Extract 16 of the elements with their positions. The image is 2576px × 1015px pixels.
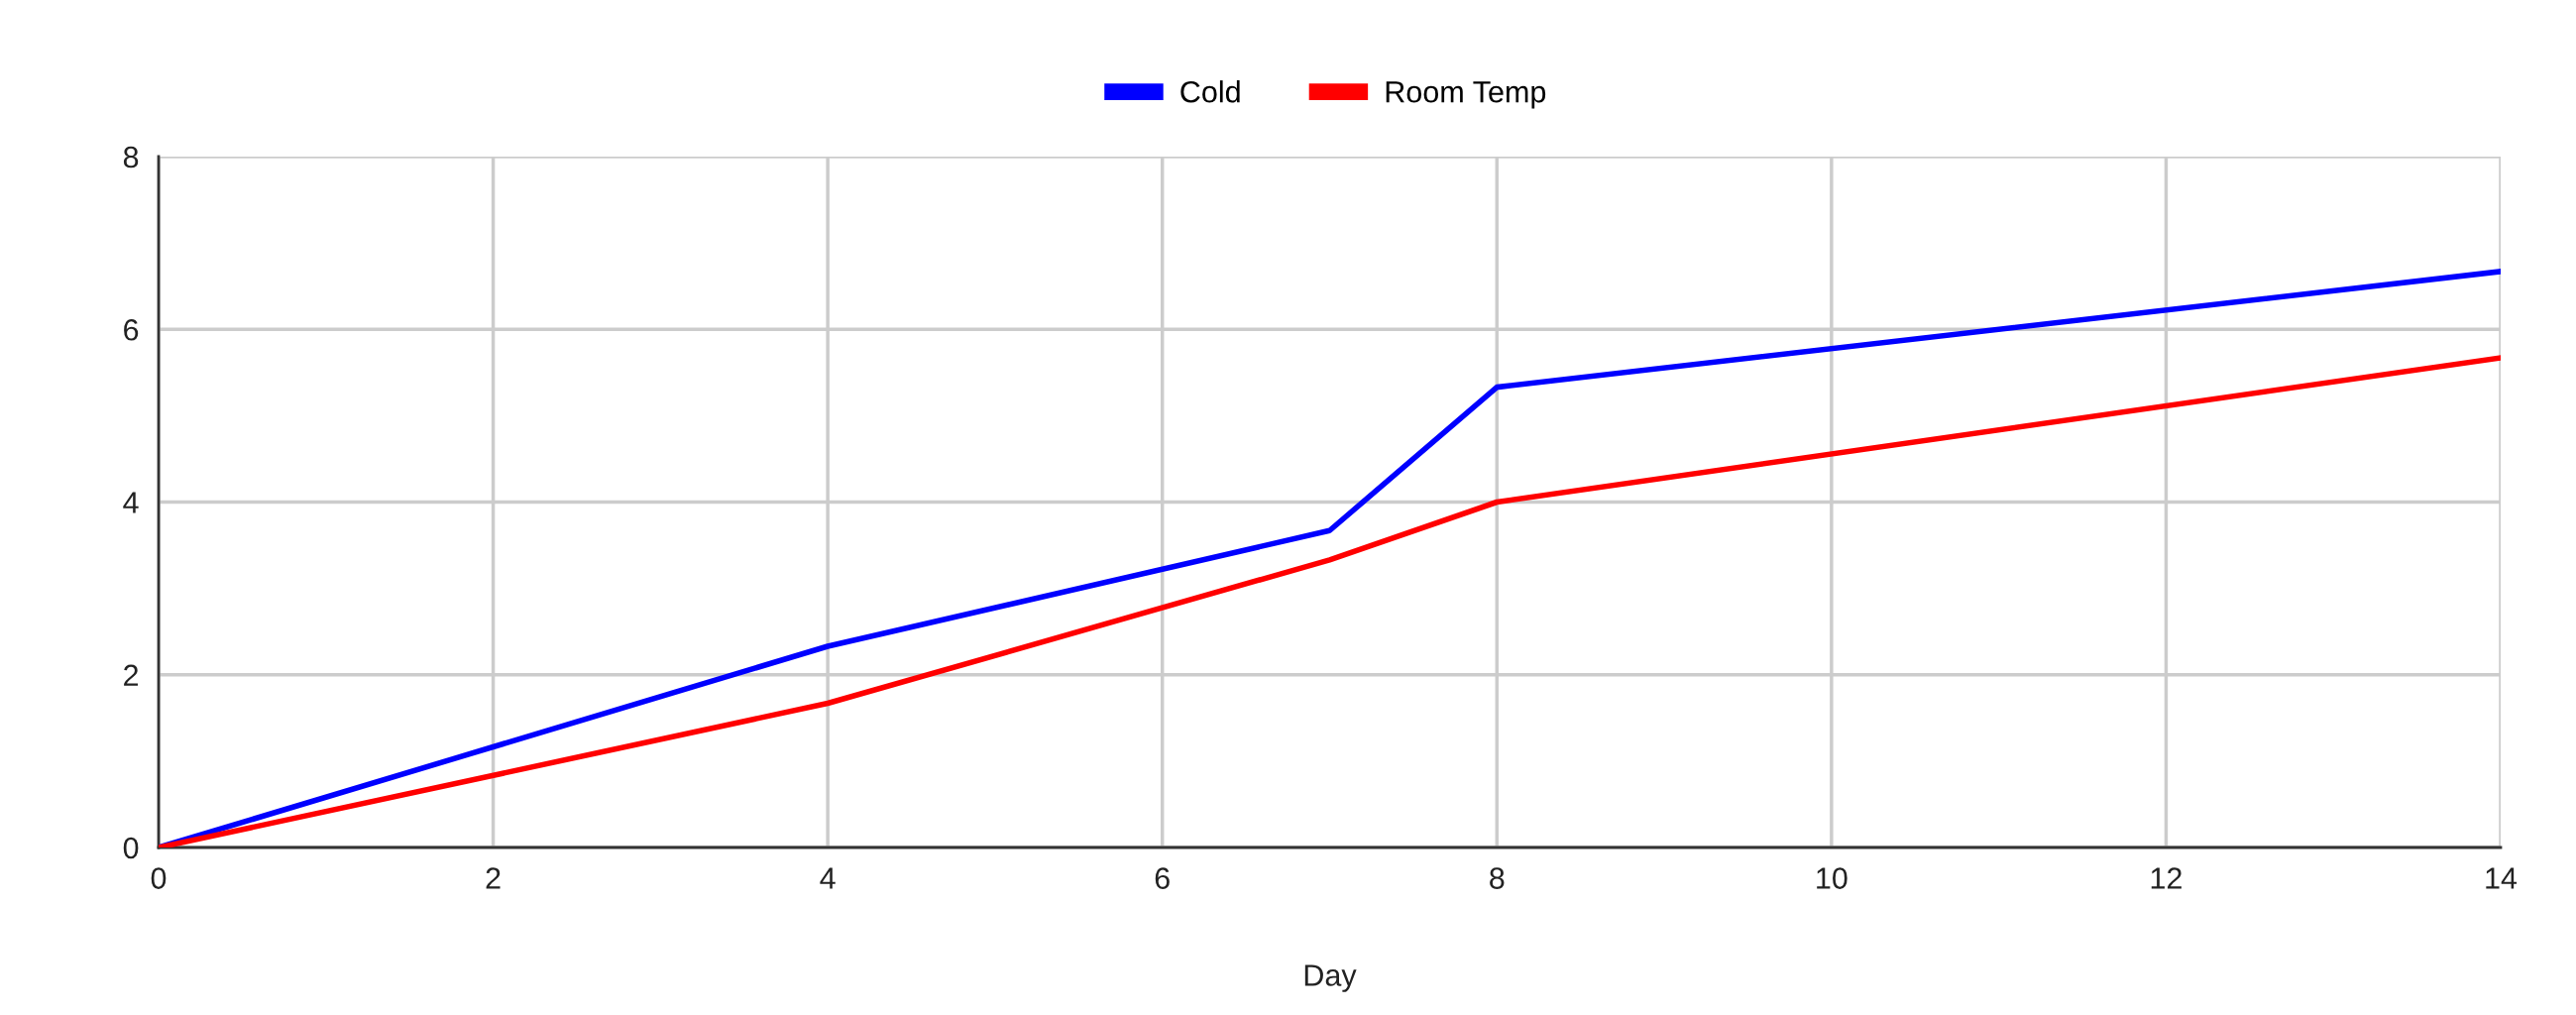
legend-label: Room Temp bbox=[1386, 81, 1546, 109]
y-tick-label: 6 bbox=[124, 318, 139, 341]
x-tick-label: 10 bbox=[1817, 867, 1848, 889]
y-tick-label: 8 bbox=[123, 146, 139, 169]
x-tick-label: 6 bbox=[1155, 867, 1170, 889]
y-tick-label: 4 bbox=[123, 492, 139, 513]
legend-label: Cold bbox=[1180, 80, 1240, 103]
x-axis-title: Day bbox=[1304, 964, 1357, 992]
x-tick-label: 8 bbox=[1490, 867, 1505, 889]
x-tick-label: 2 bbox=[486, 867, 501, 889]
x-tick-label: 12 bbox=[2151, 867, 2182, 889]
x-tick-label: 0 bbox=[151, 867, 167, 889]
y-tick-label: 2 bbox=[124, 664, 139, 686]
y-tick-label: 0 bbox=[123, 837, 139, 859]
x-tick-label: 4 bbox=[820, 867, 836, 889]
x-tick-label: 14 bbox=[2486, 867, 2518, 889]
